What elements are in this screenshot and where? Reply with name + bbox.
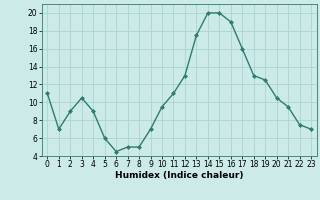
X-axis label: Humidex (Indice chaleur): Humidex (Indice chaleur)	[115, 171, 244, 180]
